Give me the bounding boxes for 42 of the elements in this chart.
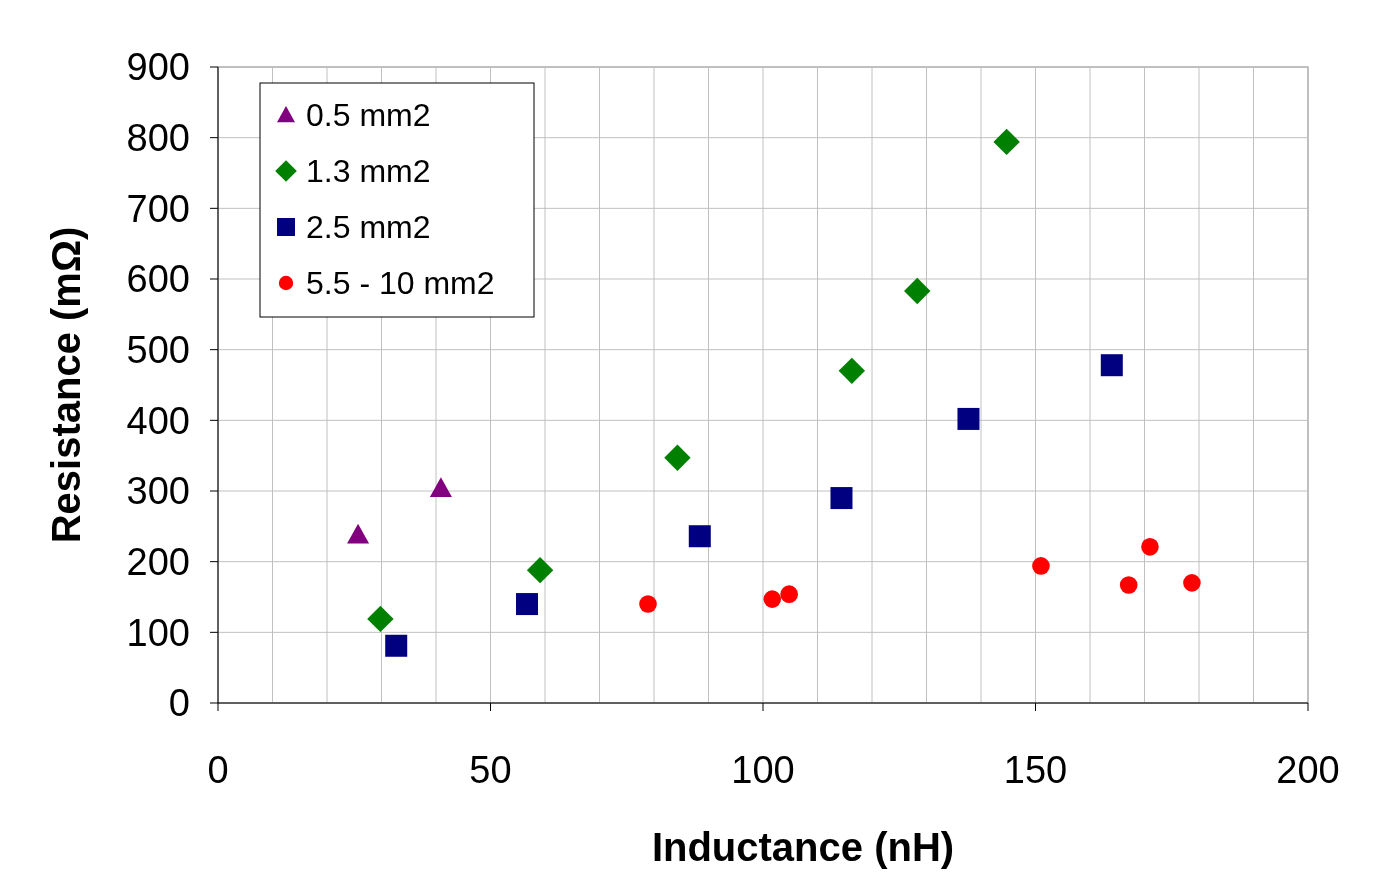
y-tick-label: 200 [126,540,190,583]
point [904,277,931,305]
point [957,407,980,430]
point [1100,354,1123,377]
legend-label: 2.5 mm2 [306,209,431,246]
point [780,585,798,603]
point [993,128,1020,156]
x-axis-title: Inductance (nH) [651,825,955,869]
y-tick-label: 600 [126,258,190,301]
point [1119,576,1138,594]
x-tick-label: 0 [207,749,229,791]
y-tick-label: 400 [126,399,190,442]
x-tick-label: 100 [731,749,795,791]
point [1183,574,1201,592]
point [367,605,394,633]
point [763,590,782,608]
point [516,593,539,616]
y-tick-label: 800 [126,116,190,159]
y-tick-label: 300 [126,470,190,513]
y-tick-label: 500 [126,328,190,371]
x-tick-label: 150 [1003,749,1068,791]
x-tick-label: 50 [469,749,512,791]
point [385,634,408,657]
point [838,357,866,385]
y-tick-label: 100 [126,611,190,654]
y-tick-label: 0 [168,682,190,725]
point [526,556,554,584]
legend-label: 1.3 mm2 [306,153,431,190]
point [830,487,853,510]
legend-label: 0.5 mm2 [306,97,431,134]
x-tick-label: 200 [1276,749,1340,791]
point [1032,557,1050,575]
point [688,525,711,548]
y-axis-title: Resistance (mΩ) [44,226,88,544]
point [639,595,657,613]
point [347,523,370,544]
y-tick-label: 700 [126,187,190,230]
legend-label: 5.5 - 10 mm2 [306,265,495,302]
point [1141,538,1159,556]
y-tick-label: 900 [126,46,190,89]
point [664,444,691,471]
point [429,477,452,497]
